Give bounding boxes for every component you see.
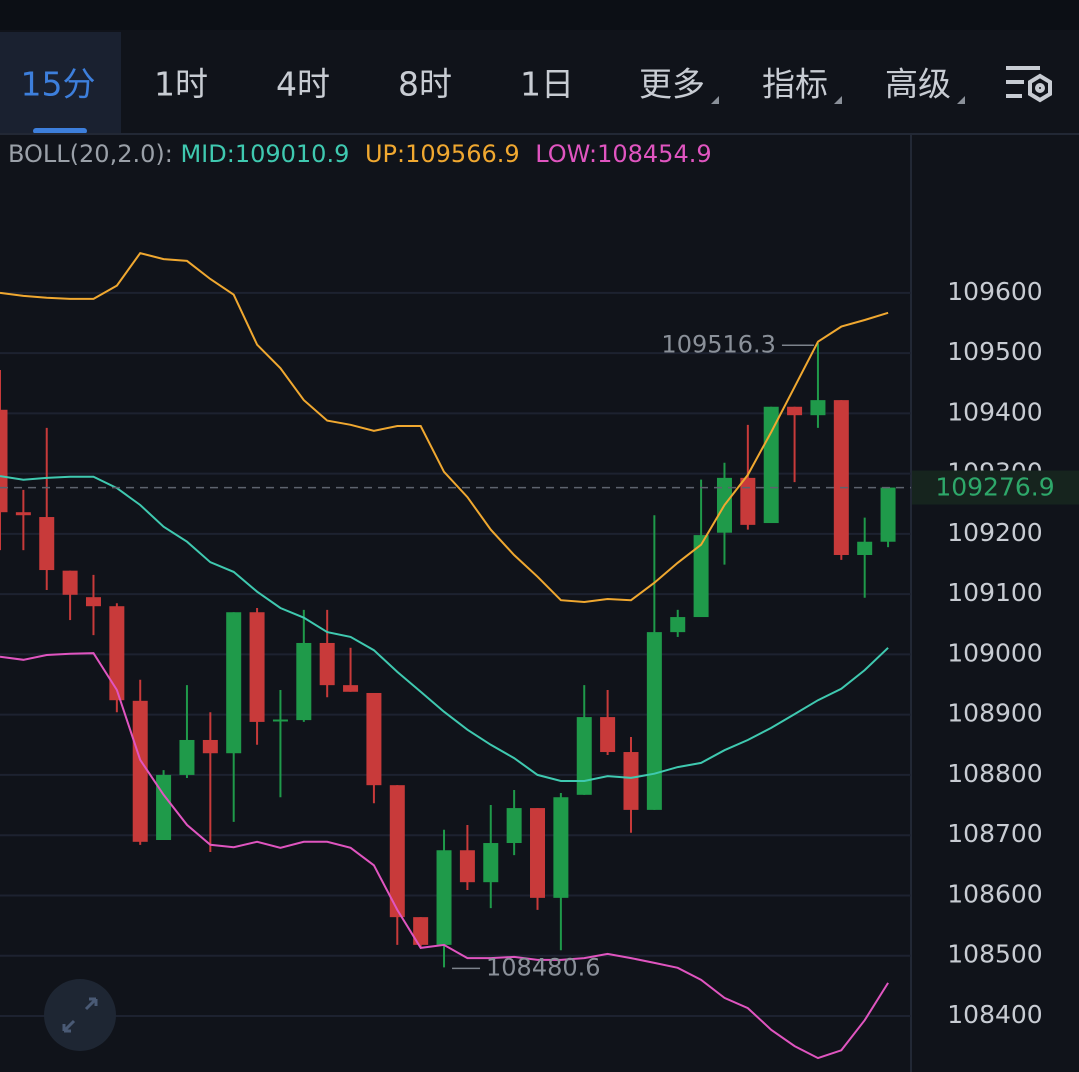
- y-tick-label: 108400: [947, 1000, 1042, 1029]
- active-tab-indicator: [33, 128, 87, 134]
- legend-value: 108454.9: [597, 140, 712, 168]
- last-price-label: 109276.9: [935, 473, 1054, 502]
- last-price-box: [912, 470, 1079, 505]
- y-tick-label: 109600: [947, 277, 1042, 306]
- candle-body: [530, 808, 546, 898]
- indicator-legend: BOLL(20,2.0): MID:109010.9 UP:109566.9 L…: [8, 140, 712, 168]
- candle-body: [553, 797, 569, 898]
- candle-body: [646, 632, 662, 810]
- legend-label: UP:: [365, 140, 405, 168]
- dropdown-caret: [957, 96, 965, 104]
- tab[interactable]: 更多: [639, 65, 705, 104]
- min-label: 108480.6: [486, 953, 601, 981]
- candle-body: [226, 612, 242, 754]
- legend-value: 109566.9: [405, 140, 520, 168]
- expand-button[interactable]: [44, 979, 116, 1051]
- candle-body: [343, 685, 359, 692]
- candle-body: [576, 717, 592, 795]
- candle-body: [319, 642, 335, 686]
- candle-body: [62, 570, 78, 595]
- candle-body: [810, 400, 826, 416]
- candle-body: [693, 535, 709, 618]
- y-tick-label: 109100: [947, 578, 1042, 607]
- candle-body: [857, 541, 873, 555]
- boll-line: [0, 251, 889, 604]
- legend-value: 109010.9: [235, 140, 350, 168]
- status-bar: [0, 0, 1079, 30]
- candle-body: [740, 477, 756, 525]
- candle-body: [506, 808, 522, 844]
- candle-body: [623, 752, 639, 810]
- candle-body: [483, 843, 499, 883]
- candle-body: [670, 617, 686, 633]
- dropdown-caret: [711, 96, 719, 104]
- tab[interactable]: 指标: [762, 65, 828, 104]
- boll-line: [0, 652, 889, 1060]
- candle-body: [85, 597, 101, 607]
- candle-body: [366, 692, 382, 786]
- settings-icon[interactable]: [1006, 66, 1052, 103]
- tab[interactable]: 1日: [520, 65, 574, 104]
- candle-body: [202, 739, 218, 754]
- y-tick-label: 109400: [947, 397, 1042, 426]
- candle-body: [413, 917, 429, 945]
- max-label: 109516.3: [661, 330, 776, 358]
- candle-body: [436, 850, 452, 945]
- y-tick-label: 108900: [947, 699, 1042, 728]
- candle-body: [179, 739, 195, 775]
- tab[interactable]: 4时: [276, 65, 330, 104]
- dropdown-caret: [834, 96, 842, 104]
- candle-body: [272, 719, 288, 722]
- y-tick-label: 108500: [947, 940, 1042, 969]
- tab[interactable]: 15分: [21, 65, 96, 104]
- y-tick-label: 109000: [947, 638, 1042, 667]
- candle-body: [249, 612, 265, 722]
- candle-body: [109, 606, 125, 701]
- y-tick-label: 108800: [947, 759, 1042, 788]
- y-tick-label: 108700: [947, 819, 1042, 848]
- candle-body: [787, 406, 803, 416]
- candle-body: [0, 409, 8, 513]
- tab[interactable]: 1时: [154, 65, 208, 104]
- candle-body: [880, 487, 896, 542]
- boll-line: [0, 475, 889, 782]
- candle-body: [15, 512, 31, 516]
- y-tick-label: 108600: [947, 879, 1042, 908]
- y-tick-label: 109200: [947, 518, 1042, 547]
- tab[interactable]: 8时: [398, 65, 452, 104]
- candle-body: [763, 406, 779, 524]
- candle-body: [833, 400, 849, 555]
- legend-label: LOW:: [535, 140, 597, 168]
- candle-body: [296, 642, 312, 721]
- candle-body: [389, 785, 405, 918]
- candle-body: [459, 850, 475, 883]
- active-tab-bg: [0, 32, 121, 134]
- candle-body: [156, 774, 172, 841]
- tab[interactable]: 高级: [885, 65, 951, 104]
- candle-body: [600, 717, 616, 753]
- y-tick-label: 109500: [947, 337, 1042, 366]
- legend-label: MID:: [180, 140, 234, 168]
- candle-body: [39, 517, 55, 571]
- candle-body: [132, 700, 148, 842]
- indicator-name: BOLL(20,2.0):: [8, 140, 173, 168]
